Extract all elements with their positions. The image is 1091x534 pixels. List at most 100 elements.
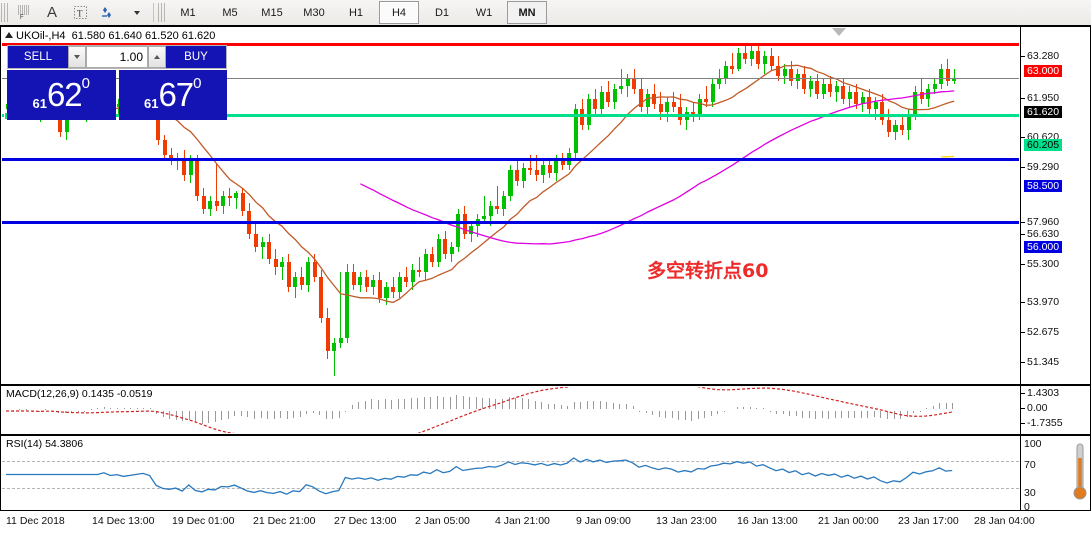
buy-price-button[interactable]: 61 67 0 (119, 70, 228, 120)
macd-tick: 0.00 (1021, 403, 1047, 414)
candlestick (535, 28, 539, 383)
candlestick (587, 28, 591, 383)
candlestick (339, 28, 343, 383)
toolbar-grip-2[interactable] (158, 3, 165, 22)
candlestick (411, 28, 415, 383)
time-axis-label: 11 Dec 2018 (6, 515, 65, 527)
candlestick (476, 28, 480, 383)
candlestick (639, 28, 643, 383)
candlestick (417, 28, 421, 383)
timeframe-mn[interactable]: MN (507, 1, 547, 24)
price-level-label[interactable]: 61.620 (1024, 106, 1062, 118)
candlestick (665, 28, 669, 383)
toolbar-grip-1[interactable] (1, 3, 8, 22)
candlestick (580, 28, 584, 383)
price-level-label[interactable]: 56.000 (1024, 241, 1062, 253)
timeframe-m1[interactable]: M1 (169, 2, 207, 23)
timeframe-h4[interactable]: H4 (379, 1, 419, 24)
objects-dropdown-icon[interactable] (123, 2, 149, 23)
price-level-label[interactable]: 63.000 (1024, 65, 1062, 77)
indicator-icon[interactable]: F (11, 2, 37, 23)
toolbar-separator (153, 3, 154, 22)
volume-input[interactable]: 1.00 (86, 46, 148, 68)
macd-tick: 1.4303 (1021, 388, 1059, 399)
rsi-tick: 70 (1024, 460, 1036, 471)
candlestick (854, 28, 858, 383)
candlestick (893, 28, 897, 383)
candlestick (841, 28, 845, 383)
time-axis-label: 23 Jan 17:00 (898, 515, 959, 527)
symbol-name: UKOil-,H4 (16, 30, 66, 42)
timeframe-m5[interactable]: M5 (211, 2, 249, 23)
volume-stepper[interactable]: 1.00 (68, 46, 166, 68)
timeframe-w1[interactable]: W1 (465, 2, 503, 23)
candlestick (939, 28, 943, 383)
buy-button[interactable]: BUY (166, 46, 226, 68)
one-click-trading-panel[interactable]: SELL 1.00 BUY 61 62 (7, 45, 227, 120)
candlestick (371, 28, 375, 383)
candlestick (926, 28, 930, 383)
price-level-label[interactable]: 58.500 (1024, 180, 1062, 192)
macd-plot-area[interactable] (2, 387, 1019, 433)
svg-text:T: T (77, 9, 83, 19)
time-axis-label: 19 Dec 01:00 (172, 515, 234, 527)
candlestick (261, 28, 265, 383)
candlestick (652, 28, 656, 383)
text-tool-icon[interactable]: A (39, 2, 65, 23)
time-axis-label: 21 Dec 21:00 (253, 515, 315, 527)
timeframe-m30[interactable]: M30 (295, 2, 333, 23)
rsi-tick: 100 (1024, 439, 1042, 450)
candlestick (398, 28, 402, 383)
candlestick (698, 28, 702, 383)
candlestick (456, 28, 460, 383)
volume-increment-button[interactable] (148, 46, 166, 68)
level-line-level[interactable] (2, 158, 1019, 161)
candlestick (528, 28, 532, 383)
candlestick (952, 28, 956, 383)
timeframe-h1[interactable]: H1 (337, 2, 375, 23)
time-axis-label: 2 Jan 05:00 (415, 515, 470, 527)
text-label-icon[interactable]: T (67, 2, 93, 23)
level-line-level[interactable] (2, 221, 1019, 224)
svg-text:F: F (20, 15, 24, 20)
price-tick: 61.950 (1021, 93, 1059, 104)
sell-price-button[interactable]: 61 62 0 (7, 70, 116, 120)
rsi-tick: 30 (1024, 488, 1036, 499)
candlestick (593, 28, 597, 383)
candlestick (600, 28, 604, 383)
candlestick (920, 28, 924, 383)
chart-shift-marker-icon[interactable] (832, 28, 846, 36)
candlestick (678, 28, 682, 383)
candlestick (809, 28, 813, 383)
candlestick (241, 28, 245, 383)
candlestick (541, 28, 545, 383)
candlestick (691, 28, 695, 383)
rsi-plot-area[interactable] (2, 437, 1019, 510)
candlestick (822, 28, 826, 383)
collapse-arrow-icon[interactable] (5, 32, 13, 38)
volume-decrement-button[interactable] (68, 46, 86, 68)
buy-price-prefix: 61 (144, 96, 158, 111)
candlestick (548, 28, 552, 383)
chart-annotation-text[interactable]: 多空转折点60 (647, 256, 768, 283)
price-level-label[interactable]: 60.205 (1024, 139, 1062, 151)
sell-price-fraction: 0 (82, 75, 90, 92)
candlestick (632, 28, 636, 383)
sell-button[interactable]: SELL (8, 46, 68, 68)
sell-price-main: 62 (47, 78, 82, 112)
candlestick (789, 28, 793, 383)
price-tick: 63.280 (1021, 51, 1059, 62)
timeframe-d1[interactable]: D1 (423, 2, 461, 23)
candlestick (704, 28, 708, 383)
candlestick (756, 28, 760, 383)
candlestick (913, 28, 917, 383)
timeframe-m15[interactable]: M15 (253, 2, 291, 23)
objects-icon[interactable] (95, 2, 121, 23)
